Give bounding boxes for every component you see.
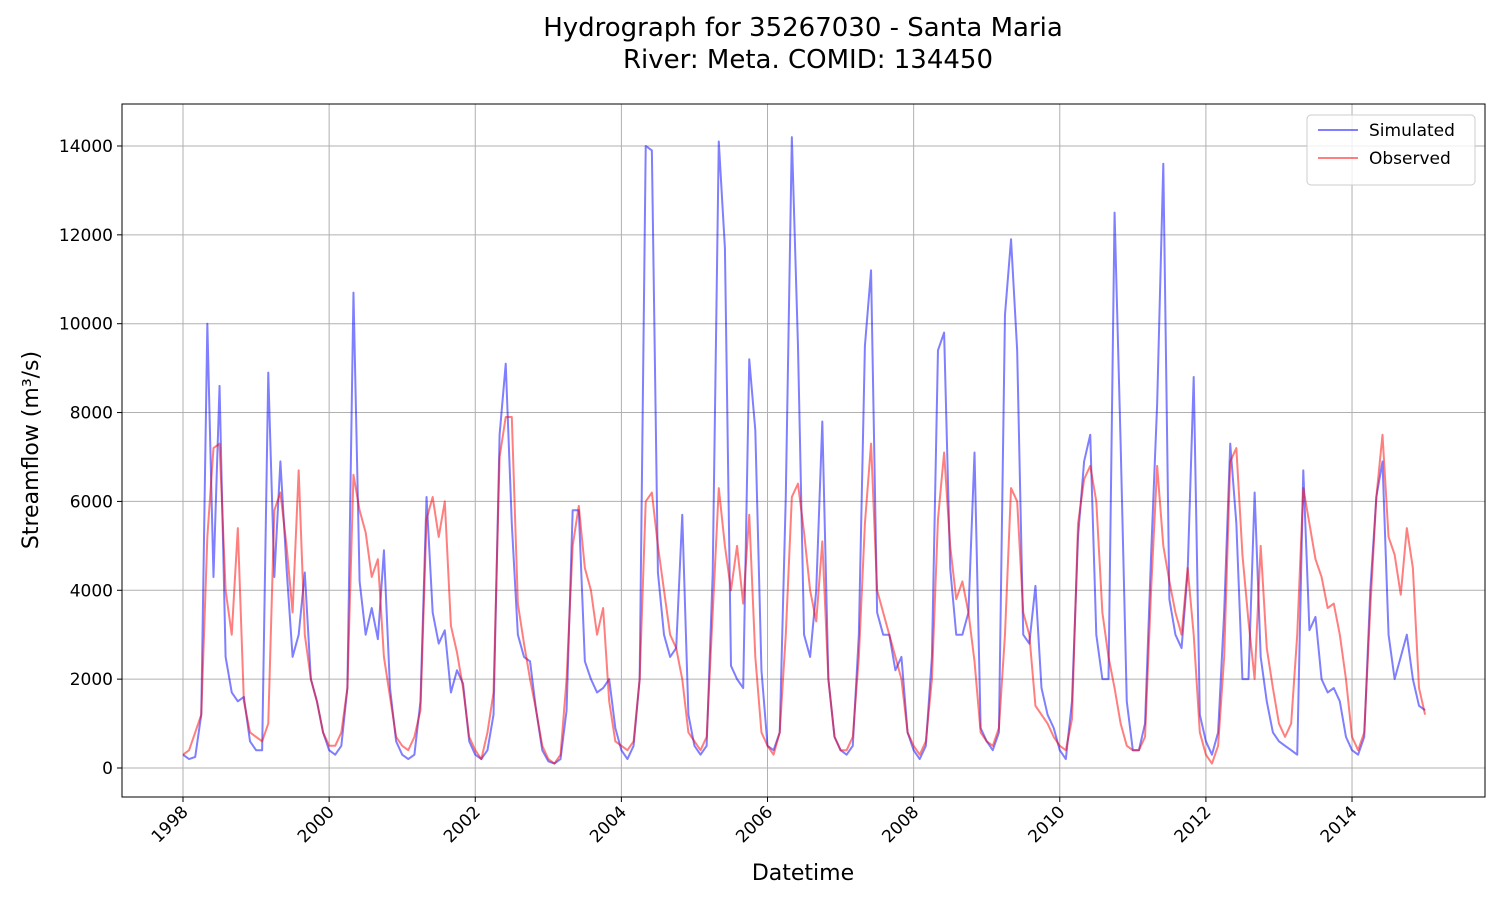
y-tick-label: 10000 bbox=[59, 315, 113, 335]
x-tick-label: 2002 bbox=[440, 802, 485, 847]
legend-label: Simulated bbox=[1369, 121, 1455, 141]
chart-subtitle: River: Meta. COMID: 134450 bbox=[623, 45, 993, 75]
y-axis-label: Streamflow (m³/s) bbox=[19, 351, 44, 549]
x-tick-label: 1998 bbox=[148, 802, 193, 847]
x-tick-label: 2012 bbox=[1171, 802, 1216, 847]
plot-frame bbox=[121, 103, 1486, 798]
x-tick-label: 2014 bbox=[1317, 802, 1362, 847]
legend-label: Observed bbox=[1369, 149, 1451, 169]
y-tick-label: 12000 bbox=[59, 226, 113, 246]
y-tick-label: 4000 bbox=[70, 581, 113, 601]
x-axis-label: Datetime bbox=[752, 861, 854, 886]
x-tick-label: 2004 bbox=[586, 802, 631, 847]
y-tick-label: 0 bbox=[102, 759, 113, 779]
y-tick-label: 14000 bbox=[59, 137, 113, 157]
y-tick-label: 6000 bbox=[70, 492, 113, 512]
legend-box bbox=[1306, 114, 1476, 186]
y-tick-label: 2000 bbox=[70, 670, 113, 690]
x-tick-label: 2010 bbox=[1025, 802, 1070, 847]
y-tick-label: 8000 bbox=[70, 404, 113, 424]
series-line bbox=[182, 136, 1426, 765]
x-tick-label: 2006 bbox=[732, 802, 777, 847]
x-tick-label: 2008 bbox=[878, 802, 923, 847]
series-line bbox=[182, 416, 1427, 765]
chart-title: Hydrograph for 35267030 - Santa Maria bbox=[543, 13, 1063, 43]
x-tick-label: 2000 bbox=[294, 802, 339, 847]
